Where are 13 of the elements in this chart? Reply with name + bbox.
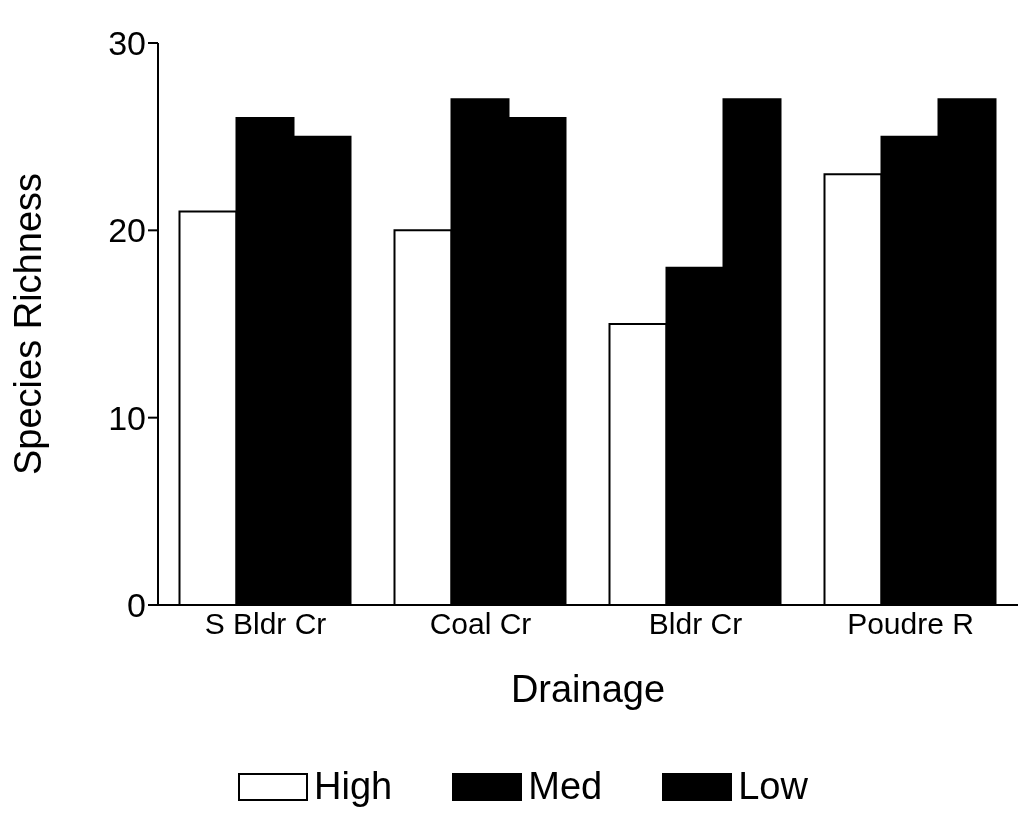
legend-label: Low — [738, 765, 808, 808]
x-tick-label: Poudre R — [847, 607, 974, 641]
legend-label: High — [314, 765, 393, 808]
legend-label: Med — [528, 765, 603, 808]
y-tick-label: 20 — [108, 211, 146, 250]
y-axis-title: Species Richness — [7, 172, 50, 476]
y-tick-label: 0 — [127, 586, 146, 625]
y-tick-label: 10 — [108, 398, 146, 437]
x-tick-label: S Bldr Cr — [204, 607, 327, 641]
x-tick-label: Bldr Cr — [648, 607, 743, 641]
y-tick-label: 30 — [108, 24, 146, 63]
x-axis-title: Drainage — [510, 667, 666, 710]
x-tick-label: Coal Cr — [429, 607, 532, 641]
